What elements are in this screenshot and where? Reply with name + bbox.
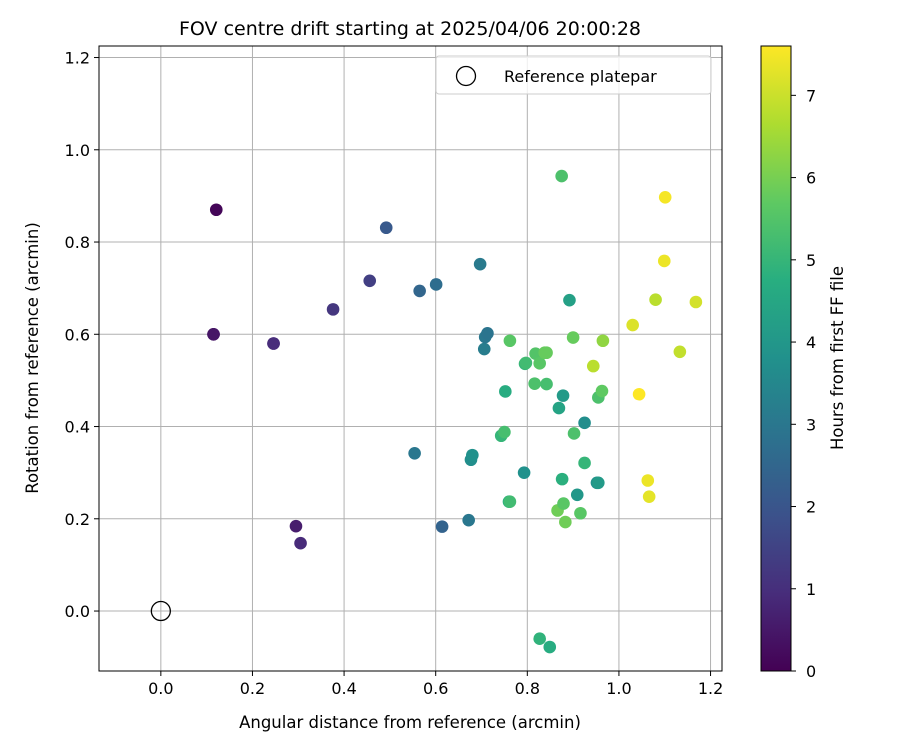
x-tick-label: 1.2 bbox=[698, 679, 723, 698]
legend: Reference platepar bbox=[435, 55, 712, 95]
colorbar-gradient bbox=[760, 45, 792, 672]
data-point bbox=[477, 342, 491, 356]
colorbar-tick-label: 3 bbox=[806, 415, 816, 434]
data-point bbox=[555, 472, 569, 486]
y-axis-ticks: 0.0 0.2 0.4 0.6 0.8 1.0 1.2 bbox=[65, 49, 99, 621]
data-point bbox=[642, 490, 656, 503]
y-tick-label: 1.0 bbox=[65, 141, 90, 160]
data-point bbox=[379, 221, 393, 235]
chart-title: FOV centre drift starting at 2025/04/06 … bbox=[179, 18, 641, 40]
legend-box bbox=[435, 55, 712, 95]
colorbar-ticks: 0 1 2 3 4 5 6 7 bbox=[791, 86, 816, 681]
y-tick-label: 0.4 bbox=[65, 418, 90, 437]
data-point bbox=[540, 346, 553, 360]
data-point bbox=[543, 640, 557, 654]
data-point bbox=[570, 488, 584, 502]
y-axis-label: Rotation from reference (arcmin) bbox=[23, 222, 42, 494]
colorbar-label: Hours from first FF file bbox=[828, 266, 847, 450]
data-point bbox=[473, 257, 487, 271]
x-tick-label: 0.2 bbox=[240, 679, 265, 698]
data-point bbox=[649, 293, 662, 306]
colorbar-tick-label: 7 bbox=[806, 86, 816, 105]
data-point bbox=[578, 416, 591, 430]
y-tick-label: 0.6 bbox=[65, 325, 90, 344]
x-tick-label: 0.8 bbox=[515, 679, 540, 698]
data-point bbox=[481, 327, 494, 340]
data-point bbox=[498, 425, 511, 439]
data-point bbox=[429, 278, 443, 291]
data-point bbox=[556, 389, 570, 402]
data-point bbox=[586, 359, 600, 373]
data-point bbox=[435, 520, 449, 533]
data-point bbox=[503, 495, 517, 509]
data-point bbox=[540, 377, 553, 391]
data-point bbox=[503, 334, 517, 348]
data-point bbox=[632, 387, 646, 401]
y-tick-label: 0.2 bbox=[65, 510, 90, 529]
legend-marker bbox=[455, 65, 477, 87]
data-point bbox=[559, 515, 572, 529]
data-point bbox=[578, 456, 591, 470]
colorbar-tick-label: 0 bbox=[806, 662, 816, 681]
y-tick-label: 0.0 bbox=[65, 602, 90, 621]
data-point bbox=[517, 466, 531, 479]
reference-point bbox=[150, 600, 171, 622]
colorbar: 0 1 2 3 4 5 6 7 Hours from first FF file bbox=[760, 45, 847, 681]
data-point bbox=[574, 506, 587, 520]
data-point bbox=[209, 203, 223, 217]
y-tick-label: 0.8 bbox=[65, 233, 90, 252]
data-point bbox=[596, 334, 610, 348]
data-point bbox=[267, 337, 280, 350]
x-tick-label: 0.4 bbox=[331, 679, 356, 698]
data-point bbox=[592, 476, 605, 490]
colorbar-tick-label: 6 bbox=[806, 169, 816, 188]
data-point bbox=[408, 446, 421, 460]
x-axis-ticks: 0.0 0.2 0.4 0.6 0.8 1.0 1.2 bbox=[148, 671, 723, 698]
data-point bbox=[658, 190, 672, 204]
data-point bbox=[557, 497, 570, 510]
data-point bbox=[567, 427, 581, 440]
data-point bbox=[595, 384, 609, 398]
data-point bbox=[363, 274, 377, 288]
x-tick-label: 0.6 bbox=[423, 679, 448, 698]
data-point bbox=[413, 284, 426, 298]
data-point bbox=[529, 347, 542, 360]
data-point bbox=[207, 327, 220, 341]
reference-marker bbox=[150, 600, 171, 622]
colorbar-tick-label: 5 bbox=[806, 251, 816, 270]
grid-lines bbox=[99, 46, 722, 671]
x-tick-label: 0.0 bbox=[148, 679, 173, 698]
y-tick-label: 1.2 bbox=[65, 49, 90, 68]
data-point bbox=[552, 401, 566, 415]
data-point bbox=[563, 293, 576, 307]
data-point bbox=[326, 303, 340, 316]
legend-label: Reference platepar bbox=[504, 67, 657, 86]
data-point bbox=[533, 632, 546, 646]
data-point bbox=[657, 254, 671, 268]
data-point bbox=[528, 377, 541, 390]
x-tick-label: 1.0 bbox=[606, 679, 631, 698]
data-point bbox=[626, 318, 639, 332]
data-point bbox=[566, 331, 580, 344]
data-points bbox=[207, 169, 703, 654]
data-point bbox=[641, 474, 655, 487]
data-point bbox=[673, 345, 687, 359]
data-point bbox=[533, 357, 546, 370]
colorbar-tick-label: 2 bbox=[806, 498, 816, 517]
data-point bbox=[294, 536, 307, 550]
data-point bbox=[466, 448, 479, 462]
plot-frame bbox=[98, 45, 723, 672]
data-point bbox=[499, 385, 512, 398]
data-point bbox=[462, 513, 475, 527]
data-point bbox=[519, 356, 533, 370]
data-point bbox=[289, 519, 303, 533]
data-point bbox=[689, 295, 703, 309]
data-point bbox=[555, 169, 568, 183]
colorbar-tick-label: 1 bbox=[806, 580, 816, 599]
colorbar-tick-label: 4 bbox=[806, 333, 816, 352]
x-axis-label: Angular distance from reference (arcmin) bbox=[239, 713, 581, 732]
